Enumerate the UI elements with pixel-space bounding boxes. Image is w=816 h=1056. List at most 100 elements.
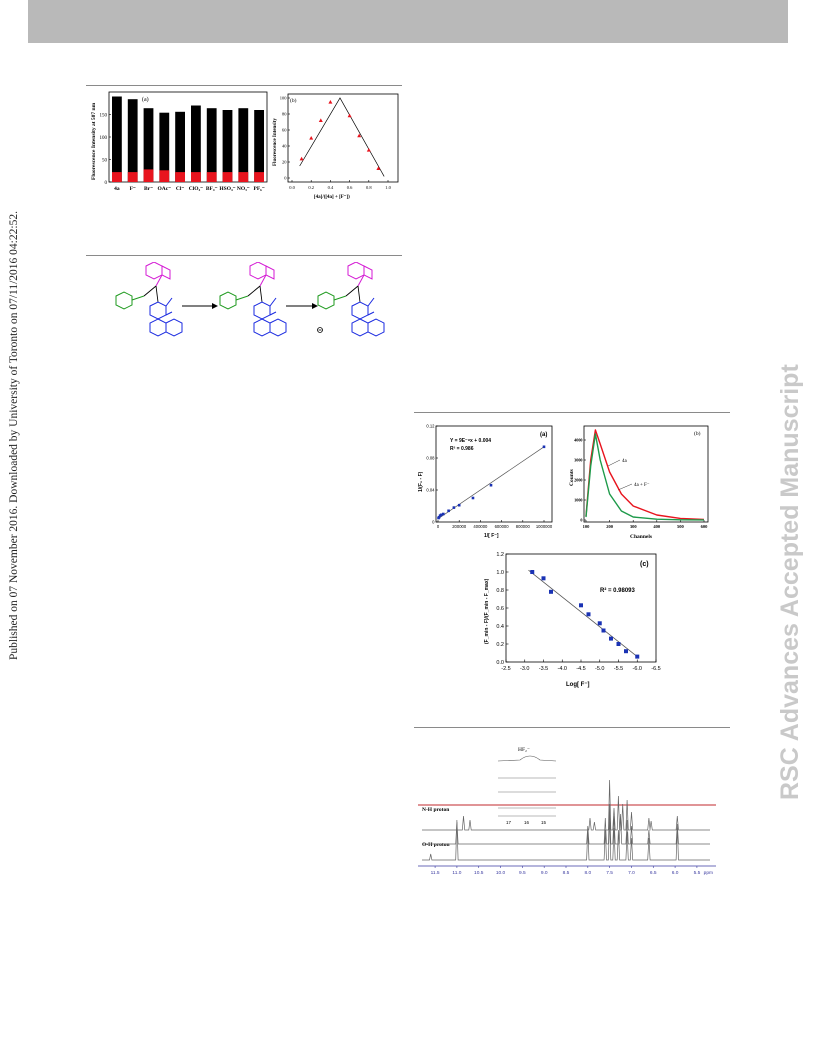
bh-point <box>439 513 443 517</box>
bar-category-label: Cl⁻ <box>176 186 185 192</box>
bh-point <box>489 483 493 487</box>
bh-point <box>452 506 456 509</box>
log-fit-line <box>528 569 638 657</box>
log-ytick-label: 0.6 <box>496 606 504 612</box>
bar-category-label: PF₆⁻ <box>253 186 264 192</box>
bar-ytick-label: 150 <box>100 114 108 119</box>
bh-fit-line <box>437 446 545 520</box>
caption-rule-3 <box>414 412 730 413</box>
bar-black-8 <box>238 108 249 182</box>
log-ytick-label: 0.4 <box>496 624 504 630</box>
nmr-unit-label: ppm <box>704 871 713 876</box>
nmr-tick-label: 10.5 <box>474 870 484 876</box>
bar-black-3 <box>159 112 170 182</box>
decay-xtick-label: 600 <box>701 524 709 529</box>
job-xtick-label: 0.0 <box>289 185 295 190</box>
job-ytick-label: 20 <box>282 160 287 165</box>
log-point <box>635 654 640 659</box>
bh-xlabel: 1/[ F⁻] <box>484 533 499 539</box>
log-xtick-label: -3.0 <box>520 666 529 672</box>
reaction-scheme <box>115 262 385 337</box>
decay-series-0 <box>585 429 705 521</box>
bh-point <box>437 515 441 519</box>
bar-black-7 <box>222 110 233 182</box>
job-plot-panel-label: (b) <box>290 97 297 104</box>
log-point <box>609 636 613 641</box>
nmr-inset-tick: 15 <box>541 820 547 825</box>
bar-black-6 <box>206 108 217 182</box>
bar-red-0 <box>112 172 122 182</box>
job-ytick-label: 40 <box>282 144 287 149</box>
job-xtick-label: 0.2 <box>308 185 314 190</box>
job-point <box>309 136 314 140</box>
bar-black-4 <box>175 111 185 182</box>
bh-point <box>442 512 445 516</box>
nmr-tick-label: 8.0 <box>584 870 591 876</box>
bar-chart-ylabel: Fluorescence Intensity at 507 nm <box>91 102 97 180</box>
decay-xtick-label: 200 <box>606 524 614 529</box>
benesi-hildebrand-chart: (a) Y = 9E⁻⁸x + 0.004 R² = 0.986 1/(F₀ -… <box>418 424 553 540</box>
bh-point <box>542 445 546 449</box>
log-xtick-label: -4.5 <box>576 666 585 672</box>
reaction-arrowhead-1 <box>212 303 218 309</box>
log-xtick-label: -5.0 <box>595 666 604 672</box>
decay-ytick-label: 1000 <box>574 498 582 503</box>
log-ylabel: (F_min - F)/(F_min - F_max) <box>484 578 490 644</box>
bh-xtick-label: 0 <box>437 524 440 529</box>
publication-note-text: Published on 07 November 2016. Downloade… <box>8 211 20 660</box>
molecule-intermediate <box>219 262 287 337</box>
decay-ytick-label: 0 <box>580 518 582 523</box>
bh-xtick-label: 400000 <box>473 524 488 529</box>
log-ytick-label: 1.2 <box>496 552 504 558</box>
bar-red-7 <box>222 172 233 182</box>
job-xtick-label: 0.8 <box>366 185 372 190</box>
job-ytick-label: 100 <box>280 96 288 101</box>
bar-category-label: F⁻ <box>130 186 136 192</box>
job-point <box>366 148 371 152</box>
negative-charge-icon <box>317 327 323 333</box>
log-ytick-label: 0.2 <box>496 642 504 648</box>
log-ytick-label: 1.0 <box>496 570 504 576</box>
bar-black-0 <box>112 96 122 182</box>
bh-ytick-label: 0.04 <box>426 488 435 493</box>
decay-xlabel: Channels <box>630 534 652 540</box>
publication-note: Published on 07 November 2016. Downloade… <box>8 20 20 660</box>
bar-category-label: OAc⁻ <box>157 186 171 192</box>
log-point <box>530 570 535 574</box>
decay-chart-frame <box>583 425 709 523</box>
job-point <box>318 118 323 122</box>
nmr-tick-label: 6.5 <box>650 870 657 876</box>
job-point <box>328 100 333 104</box>
bar-chart-panel-label: (a) <box>142 96 149 103</box>
bar-category-label: 4a <box>114 186 120 192</box>
job-plot-frame <box>287 93 399 183</box>
nmr-spectra: HF₂⁻ 17 16 15 N-H proton O-H proton 11.5… <box>418 747 716 876</box>
log-xtick-label: -5.5 <box>614 666 623 672</box>
caption-rule-1 <box>86 85 402 86</box>
molecule-4a <box>115 262 183 337</box>
nmr-tick-label: 11.5 <box>431 870 440 876</box>
nmr-tick-label: 10.0 <box>496 870 506 876</box>
log-xtick-label: -6.0 <box>633 666 642 672</box>
caption-rule-2 <box>86 255 402 256</box>
log-point <box>616 642 621 646</box>
nmr-tick-label: 9.5 <box>519 870 526 876</box>
bh-chart-frame <box>435 425 553 523</box>
decay-pointer-4a-f <box>617 483 633 491</box>
job-xtick-label: 0.6 <box>347 185 353 190</box>
job-ytick-label: 80 <box>282 112 287 117</box>
caption-rule-4 <box>414 727 730 728</box>
bar-black-5 <box>191 105 201 182</box>
log-point <box>579 603 583 608</box>
job-plot-ylabel: Fluorescence Intensity <box>273 118 278 166</box>
nmr-trace-middle <box>422 803 710 845</box>
decay-ytick-label: 3000 <box>574 458 582 463</box>
bar-red-6 <box>206 172 217 182</box>
log-xtick-label: -6.5 <box>651 666 660 672</box>
bar-black-1 <box>127 99 138 182</box>
log-xlabel: Log[ F⁻] <box>566 682 590 688</box>
decay-xtick-label: 100 <box>583 524 591 529</box>
bh-ytick-label: 0.08 <box>426 456 435 461</box>
bar-black-2 <box>143 108 154 182</box>
bar-ytick-label: 0 <box>105 181 108 186</box>
